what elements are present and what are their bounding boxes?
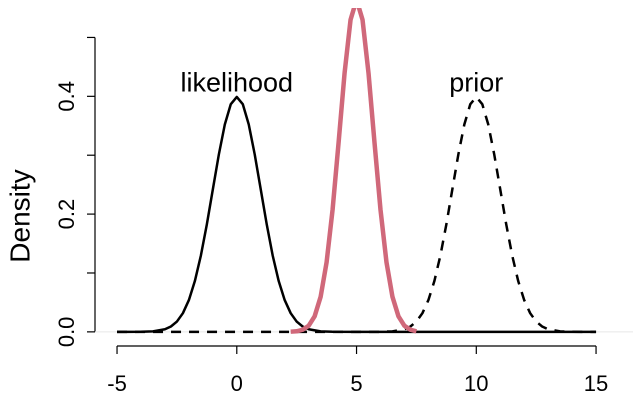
x-tick-label: -5 — [107, 371, 127, 396]
annotation: prior — [449, 68, 503, 98]
y-tick-label: 0.0 — [54, 317, 79, 348]
density-curve — [290, 8, 417, 334]
plot-area — [117, 8, 597, 334]
x-tick-label: 5 — [350, 371, 362, 396]
x-tick-label: 0 — [231, 371, 243, 396]
density-curve — [117, 95, 597, 334]
annotation: likelihood — [180, 68, 293, 98]
x-tick-label: 15 — [584, 371, 608, 396]
y-axis-label: Density — [4, 169, 35, 262]
density-curve — [117, 95, 597, 334]
y-tick-label: 0.4 — [54, 81, 79, 112]
x-tick-label: 10 — [464, 371, 488, 396]
y-tick-label: 0.2 — [54, 199, 79, 230]
